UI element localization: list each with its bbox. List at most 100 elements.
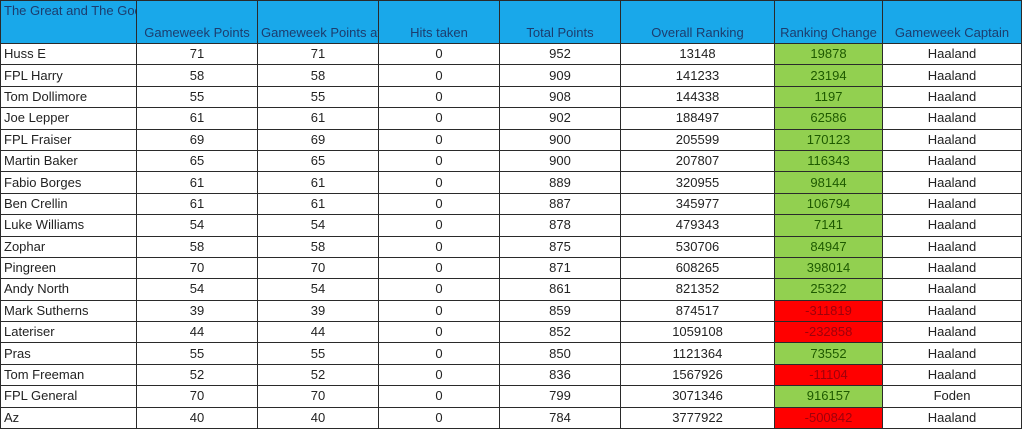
- ranking-change-cell: 1197: [774, 85, 883, 109]
- hits-taken-cell: 0: [378, 278, 500, 301]
- gameweek-captain-cell: Haaland: [882, 342, 1022, 365]
- table-row: FPL Fraiser 69 69 0 900 205599 170123 Haaland: [0, 128, 1022, 151]
- header-ranking-change: Ranking Change: [774, 0, 883, 44]
- overall-ranking-cell: 345977: [620, 192, 775, 216]
- points-after-hits-cell: 54: [257, 278, 379, 301]
- total-points-cell: 889: [499, 171, 621, 194]
- hits-taken-cell: 0: [378, 42, 500, 66]
- table-row: Fabio Borges 61 61 0 889 320955 98144 Haaland: [0, 171, 1022, 194]
- ranking-change-cell: 398014: [774, 256, 883, 280]
- ranking-change-cell: -11104: [774, 363, 883, 387]
- ranking-change-cell: 170123: [774, 128, 883, 151]
- manager-name-cell: Tom Dollimore: [0, 85, 137, 109]
- hits-taken-cell: 0: [378, 321, 500, 344]
- gameweek-points-cell: 65: [136, 149, 258, 173]
- ranking-change-cell: -311819: [774, 299, 883, 323]
- gameweek-points-cell: 54: [136, 278, 258, 301]
- points-after-hits-cell: 65: [257, 149, 379, 173]
- gameweek-captain-cell: Haaland: [882, 192, 1022, 216]
- total-points-cell: 902: [499, 107, 621, 130]
- manager-name-cell: FPL Harry: [0, 64, 137, 87]
- gameweek-captain-cell: Haaland: [882, 321, 1022, 344]
- overall-ranking-cell: 207807: [620, 149, 775, 173]
- total-points-cell: 861: [499, 278, 621, 301]
- hits-taken-cell: 0: [378, 385, 500, 408]
- ranking-change-cell: 106794: [774, 192, 883, 216]
- overall-ranking-cell: 1567926: [620, 363, 775, 387]
- gameweek-captain-cell: Haaland: [882, 42, 1022, 66]
- manager-name-cell: Huss E: [0, 42, 137, 66]
- points-after-hits-cell: 39: [257, 299, 379, 323]
- table-row: Luke Williams 54 54 0 878 479343 7141 Haaland: [0, 214, 1022, 237]
- overall-ranking-cell: 3777922: [620, 406, 775, 430]
- hits-taken-cell: 0: [378, 192, 500, 216]
- table-row: Zophar 58 58 0 875 530706 84947 Haaland: [0, 235, 1022, 258]
- header-total-points: Total Points: [499, 0, 621, 44]
- ranking-change-cell: 84947: [774, 235, 883, 258]
- overall-ranking-cell: 530706: [620, 235, 775, 258]
- total-points-cell: 900: [499, 128, 621, 151]
- gameweek-captain-cell: Haaland: [882, 363, 1022, 387]
- points-after-hits-cell: 54: [257, 214, 379, 237]
- total-points-cell: 871: [499, 256, 621, 280]
- overall-ranking-cell: 3071346: [620, 385, 775, 408]
- overall-ranking-cell: 144338: [620, 85, 775, 109]
- gameweek-captain-cell: Haaland: [882, 171, 1022, 194]
- manager-name-cell: Pingreen: [0, 256, 137, 280]
- overall-ranking-cell: 13148: [620, 42, 775, 66]
- table-row: Pras 55 55 0 850 1121364 73552 Haaland: [0, 342, 1022, 365]
- table-row: Tom Dollimore 55 55 0 908 144338 1197 Haaland: [0, 85, 1022, 109]
- overall-ranking-cell: 874517: [620, 299, 775, 323]
- gameweek-captain-cell: Haaland: [882, 85, 1022, 109]
- gameweek-points-cell: 39: [136, 299, 258, 323]
- hits-taken-cell: 0: [378, 149, 500, 173]
- gameweek-points-cell: 70: [136, 385, 258, 408]
- table-row: Joe Lepper 61 61 0 902 188497 62586 Haaland: [0, 107, 1022, 130]
- total-points-cell: 887: [499, 192, 621, 216]
- table-row: Tom Freeman 52 52 0 836 1567926 -11104 Haaland: [0, 363, 1022, 387]
- ranking-change-cell: 23194: [774, 64, 883, 87]
- hits-taken-cell: 0: [378, 256, 500, 280]
- header-points-after-hits: Gameweek Points after Hits: [257, 0, 379, 44]
- hits-taken-cell: 0: [378, 406, 500, 430]
- overall-ranking-cell: 205599: [620, 128, 775, 151]
- manager-name-cell: Fabio Borges: [0, 171, 137, 194]
- hits-taken-cell: 0: [378, 171, 500, 194]
- table-row: Huss E 71 71 0 952 13148 19878 Haaland: [0, 42, 1022, 66]
- overall-ranking-cell: 188497: [620, 107, 775, 130]
- header-gameweek-points: Gameweek Points: [136, 0, 258, 44]
- overall-ranking-cell: 1059108: [620, 321, 775, 344]
- total-points-cell: 908: [499, 85, 621, 109]
- hits-taken-cell: 0: [378, 363, 500, 387]
- gameweek-points-cell: 71: [136, 42, 258, 66]
- header-overall-ranking: Overall Ranking: [620, 0, 775, 44]
- overall-ranking-cell: 821352: [620, 278, 775, 301]
- manager-name-cell: FPL General: [0, 385, 137, 408]
- points-after-hits-cell: 40: [257, 406, 379, 430]
- total-points-cell: 859: [499, 299, 621, 323]
- gameweek-captain-cell: Haaland: [882, 235, 1022, 258]
- table-row: Pingreen 70 70 0 871 608265 398014 Haaland: [0, 256, 1022, 280]
- gameweek-points-cell: 54: [136, 214, 258, 237]
- gameweek-points-cell: 40: [136, 406, 258, 430]
- overall-ranking-cell: 320955: [620, 171, 775, 194]
- total-points-cell: 875: [499, 235, 621, 258]
- gameweek-points-cell: 55: [136, 85, 258, 109]
- points-after-hits-cell: 58: [257, 64, 379, 87]
- ranking-change-cell: 98144: [774, 171, 883, 194]
- manager-name-cell: Andy North: [0, 278, 137, 301]
- ranking-change-cell: 116343: [774, 149, 883, 173]
- points-after-hits-cell: 44: [257, 321, 379, 344]
- ranking-change-cell: 7141: [774, 214, 883, 237]
- hits-taken-cell: 0: [378, 85, 500, 109]
- total-points-cell: 900: [499, 149, 621, 173]
- table-row: Ben Crellin 61 61 0 887 345977 106794 Haaland: [0, 192, 1022, 216]
- ranking-change-cell: 916157: [774, 385, 883, 408]
- gameweek-captain-cell: Haaland: [882, 406, 1022, 430]
- hits-taken-cell: 0: [378, 299, 500, 323]
- gameweek-points-cell: 55: [136, 342, 258, 365]
- points-after-hits-cell: 58: [257, 235, 379, 258]
- total-points-cell: 852: [499, 321, 621, 344]
- points-after-hits-cell: 55: [257, 342, 379, 365]
- header-row: The Great and The Good Gameweek Points G…: [0, 0, 1022, 44]
